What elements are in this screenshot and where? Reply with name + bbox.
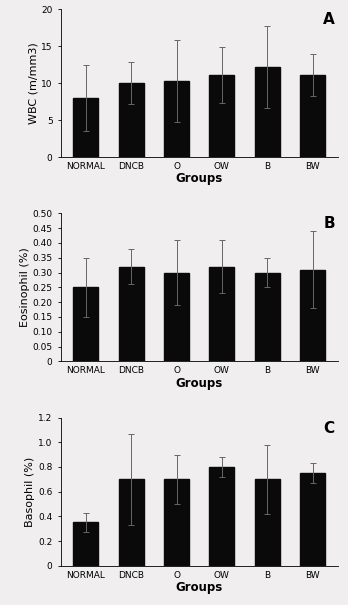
Bar <box>255 273 280 361</box>
Bar <box>73 523 98 566</box>
X-axis label: Groups: Groups <box>176 377 223 390</box>
Bar <box>164 273 189 361</box>
Bar <box>300 270 325 361</box>
Bar <box>164 81 189 157</box>
Text: C: C <box>324 420 335 436</box>
Bar <box>119 479 144 566</box>
Bar <box>255 67 280 157</box>
Bar <box>164 479 189 566</box>
Y-axis label: WBC (m/mm3): WBC (m/mm3) <box>28 42 38 124</box>
Bar <box>119 267 144 361</box>
Y-axis label: Eosinophil (%): Eosinophil (%) <box>20 247 30 327</box>
Text: B: B <box>323 217 335 231</box>
Y-axis label: Basophil (%): Basophil (%) <box>25 457 35 527</box>
X-axis label: Groups: Groups <box>176 581 223 594</box>
Bar <box>73 98 98 157</box>
Bar <box>209 467 235 566</box>
Bar <box>255 479 280 566</box>
Bar <box>209 267 235 361</box>
Bar <box>209 75 235 157</box>
Bar <box>300 75 325 157</box>
X-axis label: Groups: Groups <box>176 172 223 185</box>
Bar <box>300 473 325 566</box>
Text: A: A <box>323 12 335 27</box>
Bar <box>73 287 98 361</box>
Bar <box>119 83 144 157</box>
